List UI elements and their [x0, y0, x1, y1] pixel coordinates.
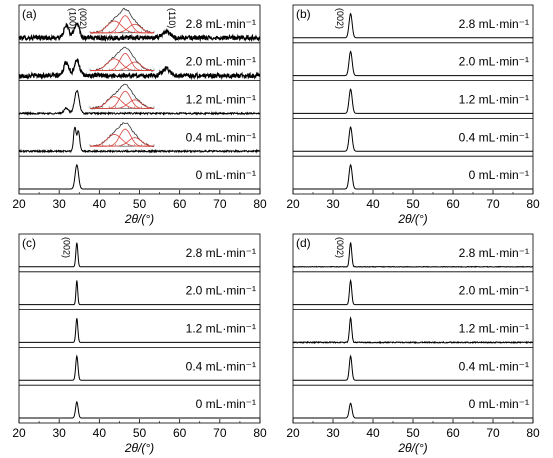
xrd-pattern-line [19, 163, 260, 190]
xrd-pattern-line [293, 88, 533, 114]
deconvolution-inset [89, 83, 155, 110]
x-tick-label: 20 [12, 426, 26, 440]
x-tick-label: 40 [366, 197, 380, 211]
peak-index-label: (110) [167, 8, 177, 28]
flow-rate-label: 1.2 mL·min⁻¹ [186, 93, 256, 107]
panel-label: (c) [22, 236, 36, 250]
x-tick-label: 20 [286, 197, 300, 211]
panel-d: 2.8 mL·min⁻¹ 2.0 mL·min⁻¹ 1.2 mL·min⁻¹ 0.4 … [286, 233, 540, 455]
flow-rate-label: 0 mL·min⁻¹ [196, 397, 256, 411]
flow-rate-label: 2.0 mL·min⁻¹ [459, 55, 529, 69]
xrd-pattern-line [18, 57, 261, 81]
x-tick-label: 30 [326, 197, 340, 211]
flow-rate-label: 2.8 mL·min⁻¹ [186, 246, 256, 260]
panel-a: 2.8 mL·min⁻¹ 2.0 mL·min⁻¹ 1.2 mL·min⁻¹ 0.4 … [12, 4, 267, 226]
flow-rate-label: 0.4 mL·min⁻¹ [459, 130, 529, 144]
peak-index-label: (002) [78, 8, 88, 29]
flow-rate-label: 1.2 mL·min⁻¹ [459, 93, 529, 107]
x-tick-label: 30 [52, 197, 66, 211]
peak-index-label: (002) [335, 237, 345, 258]
flow-rate-label: 2.0 mL·min⁻¹ [186, 284, 256, 298]
x-tick-label: 50 [406, 197, 420, 211]
x-tick-label: 80 [526, 197, 540, 211]
x-tick-label: 60 [173, 197, 187, 211]
x-tick-label: 40 [366, 426, 380, 440]
x-tick-label: 70 [486, 426, 500, 440]
xrd-pattern-line [293, 354, 533, 381]
flow-rate-label: 0 mL·min⁻¹ [469, 168, 529, 182]
x-tick-label: 50 [133, 426, 147, 440]
x-tick-label: 50 [133, 197, 147, 211]
deconvolution-inset [89, 7, 155, 34]
panel-b: 2.8 mL·min⁻¹ 2.0 mL·min⁻¹ 1.2 mL·min⁻¹ 0.4 … [286, 4, 540, 226]
xrd-pattern-line [19, 280, 260, 306]
flow-rate-label: 1.2 mL·min⁻¹ [459, 322, 529, 336]
xrd-pattern-line [292, 242, 534, 268]
panel-label: (a) [22, 7, 37, 21]
x-tick-label: 80 [526, 426, 540, 440]
flow-rate-label: 0.4 mL·min⁻¹ [186, 130, 256, 144]
x-axis-label: 2θ/(°) [397, 441, 427, 455]
xrd-pattern-line [19, 242, 260, 268]
x-tick-label: 40 [93, 426, 107, 440]
xrd-pattern-line [293, 278, 533, 306]
x-tick-label: 70 [213, 426, 227, 440]
x-tick-label: 30 [52, 426, 66, 440]
flow-rate-label: 0 mL·min⁻¹ [196, 168, 256, 182]
x-tick-label: 60 [446, 197, 460, 211]
xrd-pattern-line [293, 12, 533, 39]
peak-index-label: (100) [67, 8, 77, 29]
flow-rate-label: 2.8 mL·min⁻¹ [459, 246, 529, 260]
flow-rate-label: 2.8 mL·min⁻¹ [459, 17, 529, 31]
flow-rate-label: 2.0 mL·min⁻¹ [459, 284, 529, 298]
x-tick-label: 20 [286, 426, 300, 440]
flow-rate-label: 1.2 mL·min⁻¹ [186, 322, 256, 336]
xrd-pattern-line [19, 400, 260, 419]
xrd-pattern-line [293, 125, 533, 152]
x-tick-label: 60 [173, 426, 187, 440]
x-tick-label: 70 [486, 197, 500, 211]
panel-label: (b) [296, 7, 311, 21]
x-axis-label: 2θ/(°) [124, 441, 154, 455]
deconvolution-inset [89, 46, 155, 72]
x-tick-label: 80 [253, 426, 267, 440]
xrd-pattern-line [18, 89, 261, 116]
x-tick-label: 40 [93, 197, 107, 211]
xrd-pattern-line [292, 316, 534, 345]
x-tick-label: 80 [253, 197, 267, 211]
x-tick-label: 50 [406, 426, 420, 440]
peak-index-label: (002) [61, 237, 71, 258]
flow-rate-label: 2.0 mL·min⁻¹ [186, 55, 256, 69]
x-tick-label: 20 [12, 197, 26, 211]
xrd-pattern-line [19, 318, 260, 343]
peak-index-label: (002) [335, 8, 345, 29]
xrd-pattern-line [293, 163, 533, 190]
flow-rate-label: 0 mL·min⁻¹ [469, 397, 529, 411]
panel-label: (d) [296, 236, 311, 250]
x-axis-label: 2θ/(°) [124, 212, 154, 226]
xrd-pattern-line [18, 126, 261, 154]
panel-c: 2.8 mL·min⁻¹ 2.0 mL·min⁻¹ 1.2 mL·min⁻¹ 0.4 … [12, 233, 267, 455]
x-axis-label: 2θ/(°) [397, 212, 427, 226]
xrd-pattern-line [18, 22, 261, 43]
xrd-pattern-line [293, 50, 533, 77]
flow-rate-label: 0.4 mL·min⁻¹ [186, 359, 256, 373]
x-tick-label: 60 [446, 426, 460, 440]
x-tick-label: 30 [326, 426, 340, 440]
deconvolution-inset [89, 122, 155, 148]
xrd-pattern-line [19, 354, 260, 381]
flow-rate-label: 2.8 mL·min⁻¹ [186, 17, 256, 31]
x-tick-label: 70 [213, 197, 227, 211]
xrd-pattern-line [293, 402, 533, 419]
flow-rate-label: 0.4 mL·min⁻¹ [459, 359, 529, 373]
